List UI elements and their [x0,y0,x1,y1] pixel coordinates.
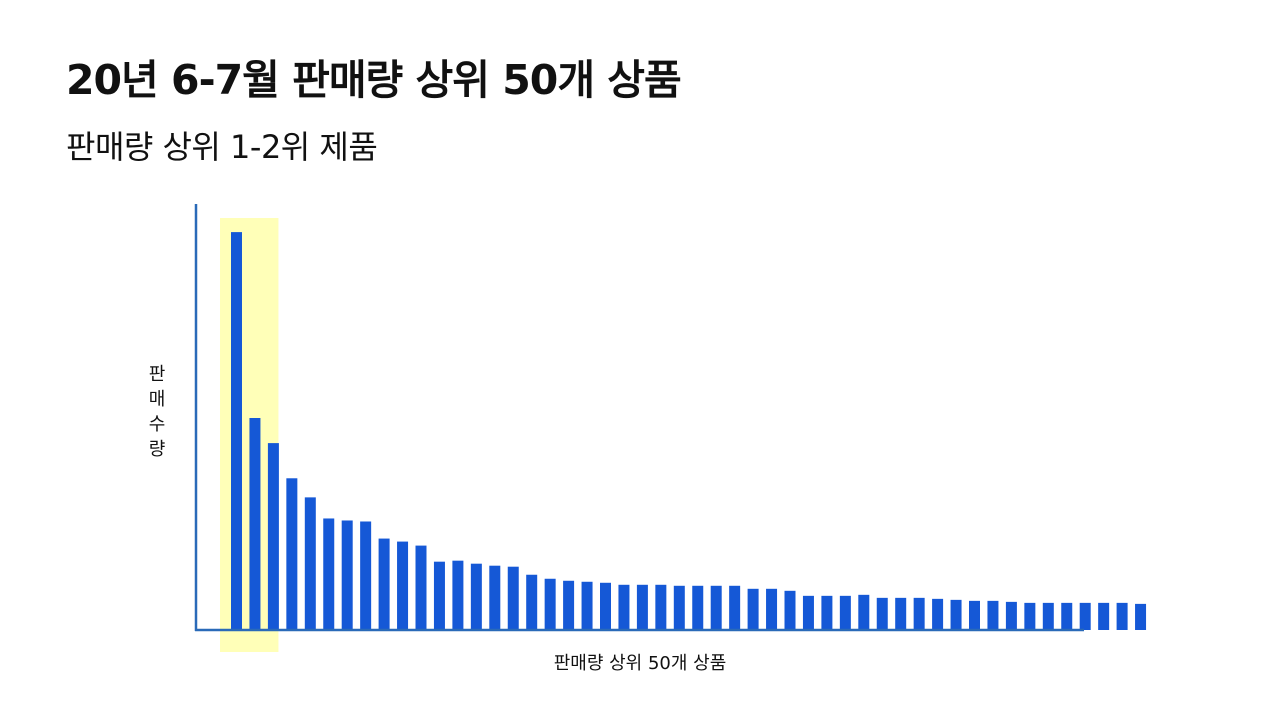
bar-rank-36 [876,597,888,630]
bar-rank-14 [470,563,482,630]
bar-rank-3 [267,443,279,630]
bar-rank-23 [636,584,648,630]
bar-rank-29 [747,588,759,630]
bar-rank-12 [433,561,445,630]
x-axis-label: 판매량 상위 50개 상품 [554,653,727,674]
bar-rank-42 [987,600,999,630]
bar-rank-1 [231,232,242,631]
bar-rank-7 [341,520,353,630]
bar-rank-4 [286,478,298,630]
bar-rank-18 [544,578,556,630]
bar-rank-49 [1116,602,1128,630]
bar-rank-47 [1079,602,1091,630]
bar-rank-10 [397,541,409,630]
bar-rank-20 [581,581,593,630]
bar-rank-33 [821,595,833,630]
bar-rank-5 [304,497,316,630]
bar-rank-9 [378,538,390,630]
bar-rank-28 [729,585,741,630]
bar-rank-17 [526,574,538,630]
bar-rank-27 [710,585,722,630]
bar-rank-15 [489,565,501,630]
bar-rank-46 [1061,602,1073,630]
bar-rank-35 [858,594,870,630]
bar-rank-22 [618,584,630,630]
bar-rank-2 [249,418,261,630]
bar-rank-11 [415,545,427,630]
bar-rank-30 [766,588,778,630]
bar-rank-21 [600,582,611,630]
bar-rank-40 [950,599,962,630]
page-title: 20년 6-7월 판매량 상위 50개 상품 [66,56,682,104]
bar-rank-6 [323,518,335,630]
bar-rank-50 [1135,603,1147,630]
bar-rank-34 [839,595,851,630]
bar-rank-37 [895,597,907,630]
bar-rank-8 [360,521,372,630]
bar-rank-38 [913,597,925,630]
bar-rank-19 [563,580,575,630]
bar-rank-43 [1005,601,1017,630]
bar-rank-24 [655,584,667,630]
bars-layer [231,232,1147,631]
bar-rank-25 [673,585,685,630]
bar-rank-32 [802,595,814,630]
bar-rank-13 [452,560,464,630]
bar-rank-16 [507,566,519,630]
page-subtitle: 판매량 상위 1-2위 제품 [66,128,378,166]
bar-rank-31 [784,590,796,630]
bar-rank-45 [1042,602,1054,630]
bar-rank-39 [932,598,944,630]
bar-rank-44 [1024,602,1036,630]
bar-rank-41 [969,600,980,630]
bar-rank-26 [692,585,704,630]
bar-rank-48 [1098,602,1110,630]
